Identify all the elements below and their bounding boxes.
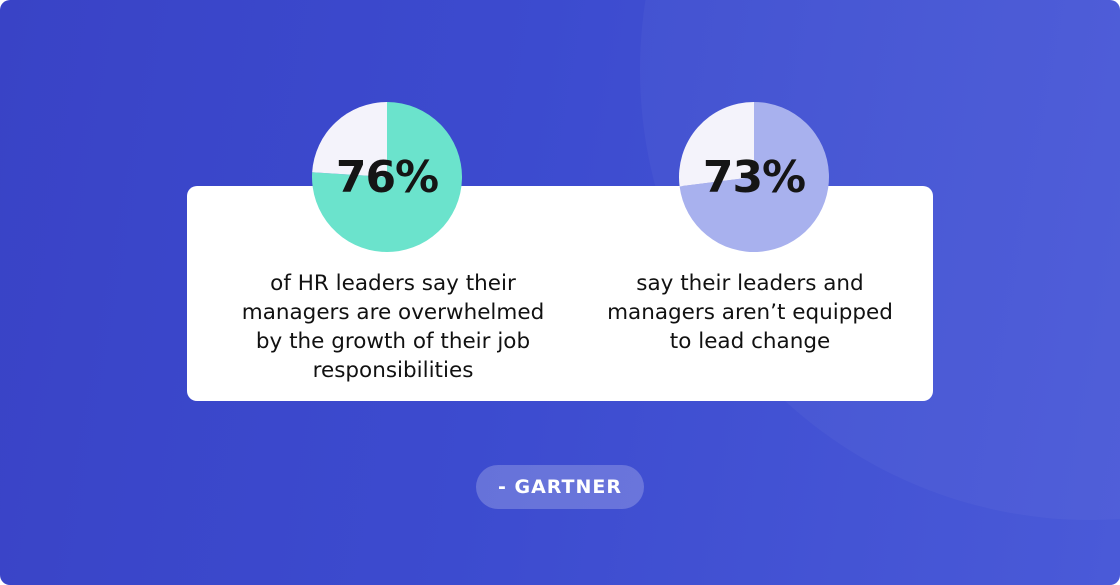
pie-slice-remainder	[312, 102, 387, 177]
pie-chart-leaders-managers: 73%	[679, 102, 829, 252]
pie-slice-value	[312, 102, 462, 252]
caption-line: by the growth of their job	[255, 329, 531, 354]
pie-slice-remainder	[679, 102, 754, 187]
pie-slice-value	[679, 102, 829, 252]
source-badge: - GARTNER	[476, 465, 644, 509]
percentage-label: 76%	[335, 151, 439, 203]
caption-leaders-managers: say their leaders and managers aren’t eq…	[580, 269, 920, 356]
pie-svg	[679, 102, 829, 252]
caption-line: responsibilities	[312, 358, 474, 383]
caption-line: say their leaders and	[636, 271, 864, 296]
percentage-label: 73%	[702, 151, 806, 203]
pie-svg	[312, 102, 462, 252]
caption-line: managers aren’t equipped	[607, 300, 893, 325]
caption-line: of HR leaders say their	[270, 271, 516, 296]
caption-hr-leaders: of HR leaders say their managers are ove…	[222, 269, 564, 385]
caption-line: to lead change	[669, 329, 831, 354]
caption-line: managers are overwhelmed	[241, 300, 545, 325]
pie-chart-hr-leaders: 76%	[312, 102, 462, 252]
